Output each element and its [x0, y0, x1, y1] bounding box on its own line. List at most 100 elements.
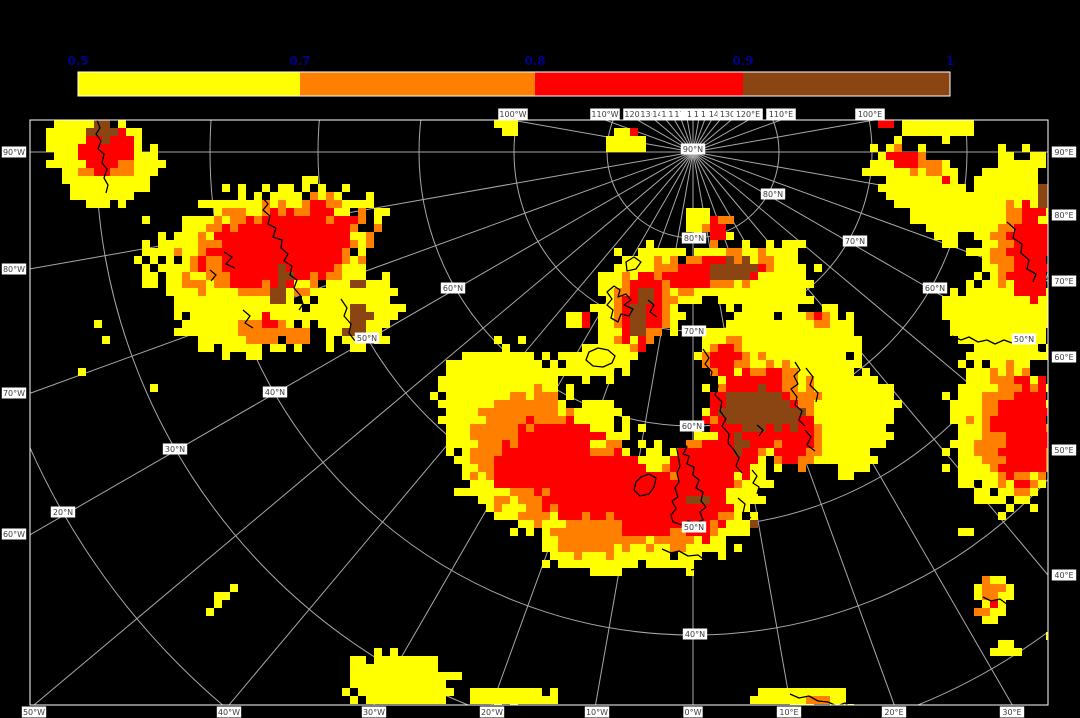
field-cell	[1022, 368, 1030, 376]
field-cell	[998, 608, 1006, 616]
field-cell	[406, 664, 414, 672]
field-cell	[550, 544, 558, 552]
field-cell	[878, 424, 886, 432]
field-cell	[1006, 592, 1014, 600]
field-cell	[950, 208, 958, 216]
field-cell	[998, 240, 1006, 248]
field-cell	[550, 528, 558, 536]
field-cell	[726, 328, 734, 336]
field-cell	[654, 552, 662, 560]
field-cell	[846, 432, 854, 440]
field-cell	[62, 168, 70, 176]
field-cell	[854, 344, 862, 352]
field-cell	[222, 352, 230, 360]
field-cell	[566, 472, 574, 480]
field-cell	[918, 184, 926, 192]
field-cell	[894, 160, 902, 168]
field-cell	[78, 176, 86, 184]
field-cell	[782, 400, 790, 408]
field-cell	[358, 240, 366, 248]
field-cell	[1046, 448, 1048, 456]
field-cell	[214, 312, 222, 320]
field-cell	[630, 472, 638, 480]
field-cell	[446, 440, 454, 448]
field-cell	[502, 392, 510, 400]
field-cell	[734, 296, 742, 304]
field-cell	[1022, 200, 1030, 208]
field-cell	[918, 176, 926, 184]
field-cell	[582, 408, 590, 416]
field-cell	[550, 384, 558, 392]
field-cell	[830, 336, 838, 344]
field-cell	[870, 432, 878, 440]
field-cell	[182, 280, 190, 288]
field-cell	[742, 360, 750, 368]
field-cell	[1038, 424, 1046, 432]
field-cell	[998, 144, 1006, 152]
field-cell	[198, 240, 206, 248]
field-cell	[222, 224, 230, 232]
field-cell	[302, 288, 310, 296]
field-cell	[638, 536, 646, 544]
field-cell	[982, 584, 990, 592]
field-cell	[222, 592, 230, 600]
field-cell	[982, 296, 990, 304]
field-cell	[766, 360, 774, 368]
field-cell	[966, 328, 974, 336]
field-cell	[606, 496, 614, 504]
coastlines	[95, 120, 1037, 705]
field-cell	[710, 496, 718, 504]
field-cell	[62, 128, 70, 136]
field-cell	[1046, 304, 1048, 312]
field-cell	[798, 688, 806, 696]
field-cell	[886, 192, 894, 200]
field-cell	[998, 480, 1006, 488]
field-cell	[526, 456, 534, 464]
field-cell	[414, 672, 422, 680]
field-cell	[814, 456, 822, 464]
field-cell	[974, 336, 982, 344]
field-cell	[198, 288, 206, 296]
field-cell	[518, 504, 526, 512]
field-cell	[550, 488, 558, 496]
field-cell	[622, 312, 630, 320]
field-cell	[302, 224, 310, 232]
field-cell	[582, 448, 590, 456]
field-cell	[886, 408, 894, 416]
field-cell	[990, 576, 998, 584]
field-cell	[934, 168, 942, 176]
field-cell	[838, 464, 846, 472]
field-cell	[206, 256, 214, 264]
field-cell	[1046, 424, 1048, 432]
field-cell	[982, 464, 990, 472]
field-cell	[1006, 320, 1014, 328]
field-cell	[310, 200, 318, 208]
field-cell	[590, 416, 598, 424]
field-cell	[678, 472, 686, 480]
field-cell	[998, 408, 1006, 416]
field-cell	[958, 424, 966, 432]
field-cell	[542, 504, 550, 512]
field-cell	[822, 376, 830, 384]
field-cell	[846, 464, 854, 472]
field-cell	[1030, 256, 1038, 264]
field-cell	[230, 584, 238, 592]
field-cell	[1022, 256, 1030, 264]
field-cell	[1022, 192, 1030, 200]
field-cell	[886, 184, 894, 192]
field-cell	[710, 392, 718, 400]
field-cell	[758, 472, 766, 480]
field-cell	[246, 320, 254, 328]
field-cell	[798, 448, 806, 456]
field-cell	[758, 432, 766, 440]
field-cell	[806, 328, 814, 336]
field-cell	[214, 600, 222, 608]
field-cell	[1014, 384, 1022, 392]
edge-label-right: 80°E	[1051, 209, 1077, 221]
field-cell	[358, 296, 366, 304]
field-cell	[1046, 232, 1048, 240]
field-cell	[974, 608, 982, 616]
field-cell	[806, 408, 814, 416]
field-cell	[1014, 216, 1022, 224]
field-cell	[598, 464, 606, 472]
